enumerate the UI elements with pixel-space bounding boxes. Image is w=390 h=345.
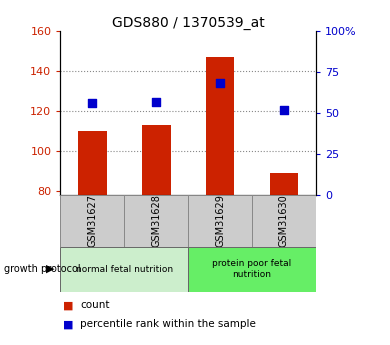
Text: ▶: ▶ bbox=[46, 264, 55, 274]
Point bbox=[89, 100, 96, 106]
Text: GSM31628: GSM31628 bbox=[151, 194, 161, 247]
Bar bbox=[124, 195, 188, 247]
Text: protein poor fetal
nutrition: protein poor fetal nutrition bbox=[213, 259, 292, 279]
Text: GSM31627: GSM31627 bbox=[87, 194, 98, 247]
Bar bbox=[188, 247, 316, 292]
Bar bbox=[206, 57, 234, 195]
Text: ■: ■ bbox=[63, 300, 73, 310]
Text: growth protocol: growth protocol bbox=[4, 264, 80, 274]
Text: GSM31629: GSM31629 bbox=[215, 194, 225, 247]
Bar bbox=[188, 195, 252, 247]
Text: normal fetal nutrition: normal fetal nutrition bbox=[76, 265, 173, 274]
Text: ■: ■ bbox=[63, 319, 73, 329]
Bar bbox=[60, 195, 124, 247]
Bar bbox=[252, 195, 316, 247]
Text: percentile rank within the sample: percentile rank within the sample bbox=[80, 319, 256, 329]
Text: GDS880 / 1370539_at: GDS880 / 1370539_at bbox=[112, 16, 264, 30]
Bar bbox=[142, 125, 170, 195]
Text: count: count bbox=[80, 300, 110, 310]
Bar bbox=[60, 247, 188, 292]
Bar bbox=[78, 131, 107, 195]
Bar bbox=[269, 173, 298, 195]
Text: GSM31630: GSM31630 bbox=[279, 195, 289, 247]
Point bbox=[217, 81, 223, 86]
Point bbox=[153, 99, 160, 104]
Point bbox=[281, 107, 287, 112]
